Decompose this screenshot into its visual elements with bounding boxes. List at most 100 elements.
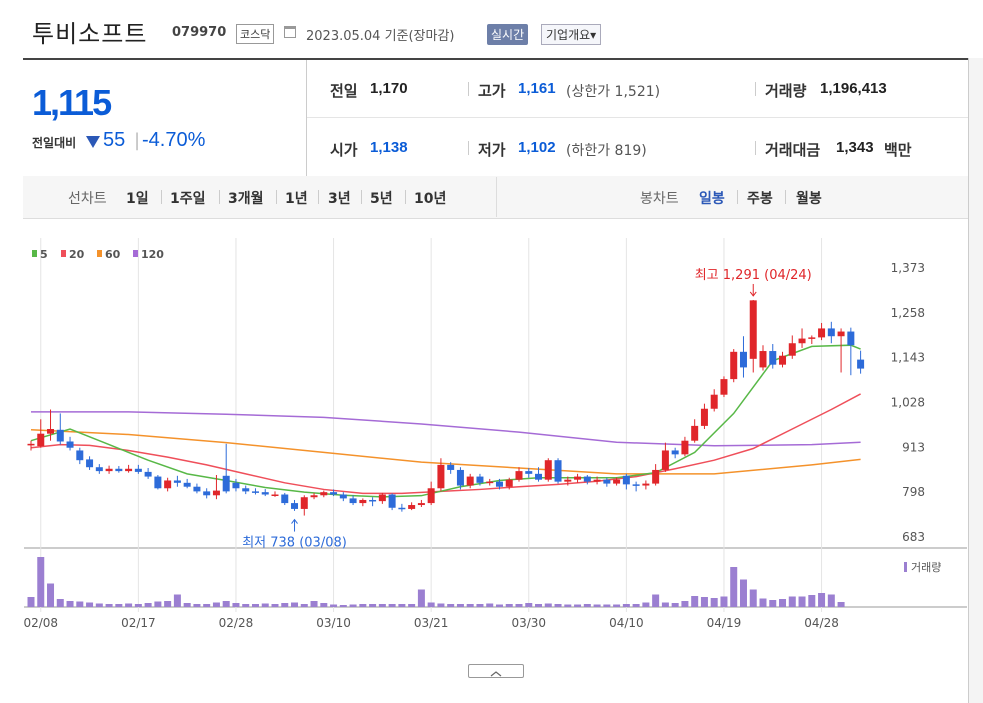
low-label: 저가: [478, 141, 506, 159]
prev-close-label: 전일: [330, 82, 358, 100]
candle-body: [652, 469, 660, 484]
volume-bar: [183, 603, 191, 607]
volume-bar: [398, 604, 406, 607]
candle-body: [154, 476, 162, 489]
period-5y[interactable]: 5년: [370, 191, 393, 207]
calendar-icon: [284, 26, 296, 38]
volume-bar: [710, 598, 718, 607]
volume-bar: [642, 602, 650, 607]
stock-chart[interactable]: 02/08 02/17 02/28 03/10 03/21 03/30 04/10 04/19…: [0, 220, 968, 660]
candle-body: [681, 440, 689, 455]
period-1y[interactable]: 1년: [285, 191, 308, 207]
candle-body: [710, 394, 718, 409]
volume-bar: [76, 601, 84, 607]
volume-bar: [203, 604, 211, 607]
candle-body: [86, 459, 94, 468]
divider: [755, 141, 756, 155]
candle-body: [642, 483, 650, 486]
candle-body: [115, 468, 123, 472]
volume-bar: [739, 579, 747, 607]
candle-body: [564, 479, 572, 482]
volume-value: 1,196,413: [820, 80, 887, 97]
volume-bar: [291, 602, 299, 607]
candle-body: [779, 355, 787, 365]
candle-body: [320, 492, 328, 496]
stock-code: 079970: [172, 25, 227, 40]
ma60-line: [30, 429, 861, 475]
candle-body: [193, 486, 201, 492]
candle-body: [271, 494, 279, 497]
period-3m[interactable]: 3개월: [228, 191, 264, 207]
volume-bar: [466, 604, 474, 607]
volume-bar: [554, 604, 562, 607]
candle-body: [495, 481, 503, 487]
y-tick-label: 1,028: [891, 396, 925, 410]
volume-bar: [730, 567, 738, 607]
candle-body: [544, 460, 552, 480]
low-annotation: 최저 738 (03/08): [242, 536, 347, 551]
monthly-candle-tab[interactable]: 월봉: [796, 191, 822, 207]
candle-body: [486, 481, 494, 484]
volume-bar: [369, 604, 377, 607]
volume-bar: [271, 604, 279, 607]
candle-body: [456, 469, 464, 486]
candle-body: [105, 468, 113, 472]
legend-label: 5: [40, 248, 48, 261]
volume-bar: [300, 604, 308, 607]
volume-bar: [427, 602, 435, 607]
candle-body: [603, 479, 611, 484]
volume-bar: [417, 589, 425, 607]
candle-body: [730, 351, 738, 380]
candle-body: [232, 482, 240, 489]
low-arrow-head: [291, 518, 298, 524]
daily-candle-tab[interactable]: 일봉: [699, 191, 725, 207]
y-tick-label: 913: [902, 440, 925, 454]
volume-bar: [779, 599, 787, 607]
volume-label: 거래량: [765, 82, 807, 100]
candle-body: [56, 429, 64, 442]
candle-body: [808, 337, 816, 339]
volume-bar: [66, 601, 74, 607]
volume-bar: [622, 604, 630, 607]
candle-body: [583, 476, 591, 482]
candle-body: [378, 494, 386, 502]
divider: [468, 141, 469, 155]
candle-body: [369, 499, 377, 502]
period-1w[interactable]: 1주일: [170, 191, 206, 207]
volume-bar: [818, 593, 826, 607]
y-tick-label: 1,258: [891, 306, 925, 320]
candle-body: [339, 494, 347, 499]
weekly-candle-tab[interactable]: 주봉: [747, 191, 773, 207]
candle-body: [818, 328, 826, 338]
legend-swatch: [32, 250, 37, 257]
candle-body: [398, 507, 406, 510]
candle-body: [535, 473, 543, 480]
volume-bar: [86, 602, 94, 607]
period-3y[interactable]: 3년: [328, 191, 351, 207]
ma120-line: [31, 411, 861, 447]
current-price-panel: [23, 60, 307, 176]
change-label: 전일대비: [32, 136, 77, 150]
volume-bar: [320, 603, 328, 607]
volume-bar: [515, 604, 523, 607]
candle-body: [359, 499, 367, 504]
volume-bar: [222, 601, 230, 607]
collapse-chart-button[interactable]: [468, 664, 524, 678]
candle-body: [164, 480, 172, 489]
volume-bar: [339, 605, 347, 607]
realtime-button[interactable]: 실시간: [487, 24, 529, 45]
period-10y[interactable]: 10년: [414, 191, 447, 207]
volume-bar: [242, 604, 250, 607]
volume-bar: [681, 601, 689, 607]
candle-body: [349, 498, 357, 504]
candle-body: [691, 425, 699, 441]
volume-bar: [56, 599, 64, 607]
current-price: 1,115: [32, 82, 112, 123]
y-tick-label: 1,143: [891, 351, 925, 365]
company-overview-dropdown[interactable]: 기업개요▾: [541, 24, 602, 45]
period-1d[interactable]: 1일: [126, 191, 149, 207]
volume-bar: [349, 604, 357, 607]
volume-bar: [827, 594, 835, 607]
candle-body: [330, 492, 338, 495]
upper-limit: (상한가 1,521): [566, 84, 661, 100]
